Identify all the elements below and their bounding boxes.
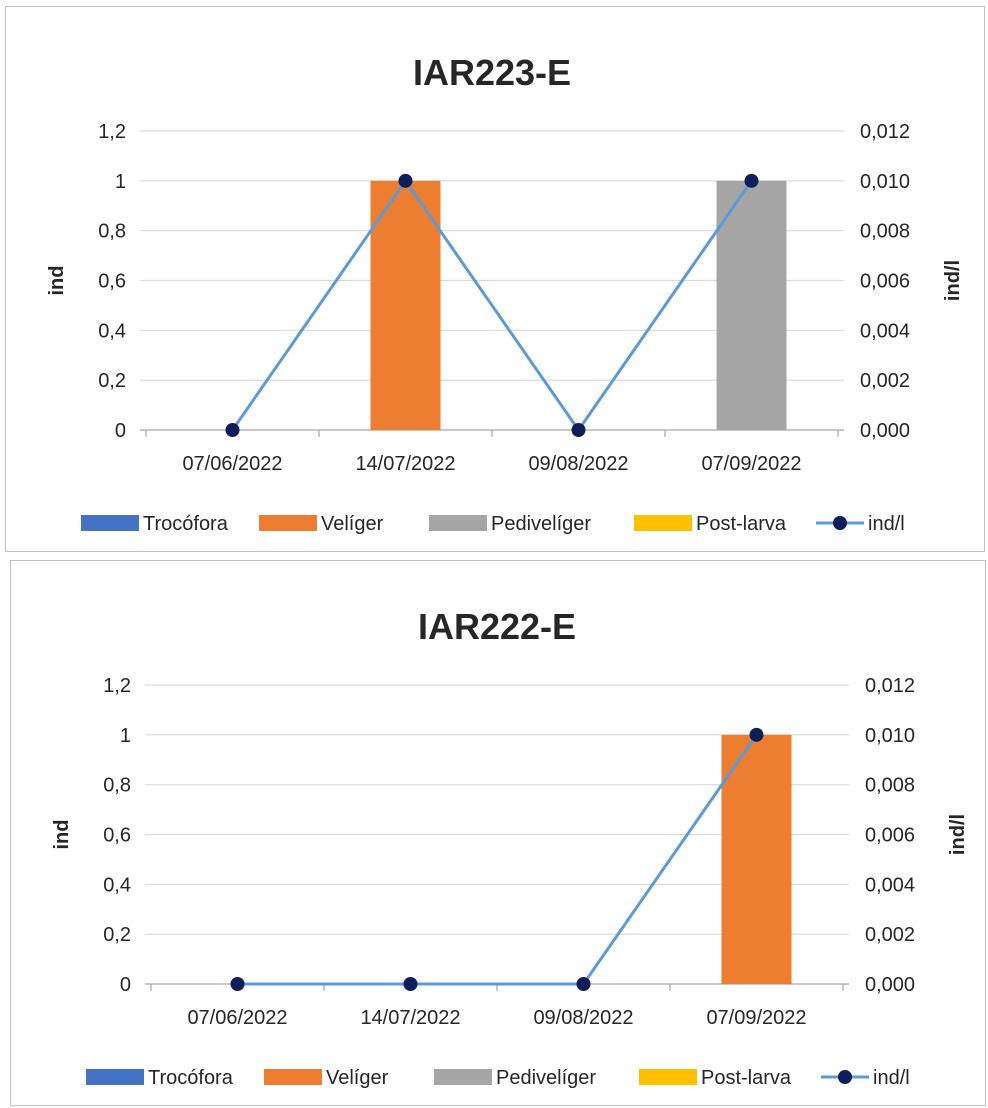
chart-title: IAR222-E	[418, 606, 576, 647]
legend-label-ind-l: ind/l	[868, 513, 905, 535]
line-marker-point	[403, 977, 418, 991]
y-tick-label: 0,6	[98, 271, 126, 293]
y2-tick-label: 0,012	[865, 675, 915, 697]
x-tick-label: 07/09/2022	[706, 1007, 806, 1029]
y2-tick-label: 0,002	[860, 370, 910, 392]
y2-axis-title: ind/l	[942, 260, 964, 301]
bar-pedivel-ger	[716, 180, 787, 430]
y-axis-title: ind	[51, 820, 73, 850]
line-ind-per-l	[237, 733, 758, 986]
legend-label-troc-fora: Trocófora	[143, 513, 229, 535]
line-marker-point	[744, 173, 759, 188]
legend-swatch-vel-ger	[264, 1069, 322, 1085]
legend-swatch-post-larva	[634, 515, 692, 531]
line-ind-per-l	[231, 178, 753, 433]
legend-marker-ind-l	[833, 516, 847, 530]
y2-tick-label: 0,002	[865, 924, 915, 946]
legend-swatch-vel-ger	[259, 515, 317, 531]
y-tick-label: 1	[115, 171, 126, 193]
y-tick-label: 0,4	[98, 320, 126, 342]
y-tick-label: 1,2	[98, 121, 126, 143]
y2-tick-label: 0,000	[865, 974, 915, 996]
legend-label-vel-ger: Velíger	[326, 1067, 389, 1089]
line-marker-point	[225, 423, 240, 437]
y-tick-label: 0,6	[103, 825, 131, 847]
legend-swatch-troc-fora	[86, 1069, 144, 1085]
y-tick-label: 0	[120, 974, 131, 996]
line-marker-point	[749, 727, 764, 742]
x-tick-label: 09/08/2022	[533, 1007, 633, 1029]
y2-tick-label: 0,008	[860, 221, 910, 243]
legend-swatch-post-larva	[639, 1069, 697, 1085]
legend-swatch-troc-fora	[81, 515, 139, 531]
y-tick-label: 0,2	[103, 924, 131, 946]
y2-tick-label: 0,008	[865, 775, 915, 797]
chart-svg: IAR223-E 0 0,000 0,2 0,002 0,4 0,004 0,6 0,006 0,…	[46, 52, 964, 535]
y2-tick-label: 0,004	[860, 320, 910, 342]
y2-tick-label: 0,012	[860, 121, 910, 143]
line-marker-point	[230, 977, 245, 991]
y2-tick-label: 0,004	[865, 874, 915, 896]
legend-label-post-larva: Post-larva	[696, 513, 787, 535]
y2-tick-label: 0,010	[860, 171, 910, 193]
legend-swatch-pedivel-ger	[434, 1069, 492, 1085]
legend-marker-ind-l	[838, 1070, 852, 1084]
y-tick-label: 0,8	[103, 775, 131, 797]
legend-label-ind-l: ind/l	[873, 1067, 910, 1089]
legend-label-troc-fora: Trocófora	[148, 1067, 234, 1089]
legend-label-vel-ger: Velíger	[321, 513, 384, 535]
chart-svg: IAR222-E 0 0,000 0,2 0,002 0,4 0,004 0,6 0,006 0,…	[51, 606, 969, 1089]
y2-tick-label: 0,006	[865, 825, 915, 847]
x-tick-label: 14/07/2022	[360, 1007, 460, 1029]
x-tick-label: 07/06/2022	[187, 1007, 287, 1029]
legend-label-post-larva: Post-larva	[701, 1067, 792, 1089]
y-tick-label: 0,2	[98, 370, 126, 392]
y-tick-label: 1,2	[103, 675, 131, 697]
y-tick-label: 0,4	[103, 874, 131, 896]
legend-label-pedivel-ger: Pedivelíger	[491, 513, 591, 535]
line-marker-point	[398, 173, 413, 188]
y-tick-label: 1	[120, 725, 131, 747]
line-marker-point	[576, 977, 591, 991]
chart-title: IAR223-E	[413, 52, 571, 93]
bar-vel-ger	[370, 180, 441, 430]
line-marker-point	[571, 423, 586, 437]
y-axis-title: ind	[46, 266, 68, 296]
bar-vel-ger	[721, 734, 792, 984]
x-tick-label: 07/06/2022	[182, 453, 282, 475]
x-tick-label: 09/08/2022	[528, 453, 628, 475]
y-tick-label: 0,8	[98, 221, 126, 243]
chart-iar222-e: IAR222-E 0 0,000 0,2 0,002 0,4 0,004 0,6 0,006 0,…	[10, 560, 986, 1106]
chart-iar223-e: IAR223-E 0 0,000 0,2 0,002 0,4 0,004 0,6 0,006 0,…	[5, 6, 985, 552]
legend-label-pedivel-ger: Pedivelíger	[496, 1067, 596, 1089]
y-tick-label: 0	[115, 420, 126, 442]
y2-axis-title: ind/l	[947, 814, 969, 855]
legend-swatch-pedivel-ger	[429, 515, 487, 531]
x-tick-label: 14/07/2022	[355, 453, 455, 475]
x-tick-label: 07/09/2022	[701, 453, 801, 475]
y2-tick-label: 0,010	[865, 725, 915, 747]
y2-tick-label: 0,000	[860, 420, 910, 442]
y2-tick-label: 0,006	[860, 271, 910, 293]
